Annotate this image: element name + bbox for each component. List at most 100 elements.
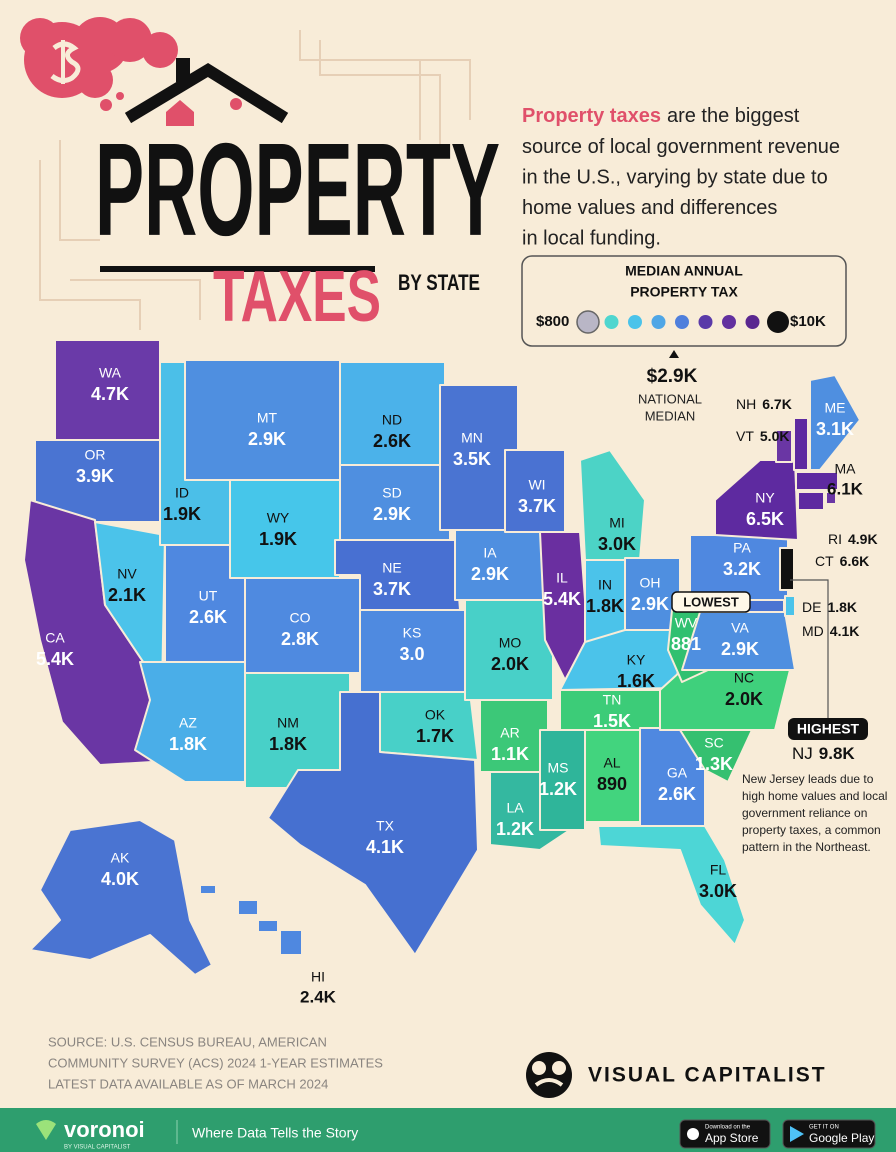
state-value: 1.8K <box>269 734 307 754</box>
state-shape <box>199 884 303 956</box>
state-abbr: IA <box>483 545 497 561</box>
state-abbr: FL <box>710 862 727 878</box>
state-shape <box>597 825 746 946</box>
state-value: 2.9K <box>471 564 509 584</box>
state-value: 4.9K <box>848 531 878 547</box>
state-value: 4.1K <box>830 623 860 639</box>
state-value: 2.6K <box>373 431 411 451</box>
state-shape <box>797 491 825 511</box>
intro: Property taxes are the biggest source of l… <box>522 105 840 249</box>
google-play-button[interactable] <box>782 1119 876 1149</box>
state-value: 881 <box>671 634 701 654</box>
state-label: DE 1.8K <box>802 599 857 615</box>
state-abbr: MS <box>548 760 569 776</box>
note-line: property taxes, a common <box>742 823 881 837</box>
state-abbr: WI <box>528 477 545 493</box>
state-label: VT 5.0K <box>736 428 789 444</box>
state-value: 6.1K <box>827 479 864 498</box>
state-value: 6.5K <box>746 509 784 529</box>
house-roof-icon <box>100 58 375 272</box>
state-abbr: SC <box>704 735 723 751</box>
lowest-badge <box>671 591 751 613</box>
state-abbr: TN <box>603 692 622 708</box>
state-labels: WA 4.7K OR 3.9K CA 5.4K NV 2.1K ID 1.9K MT 2.9K WY 1.… <box>36 365 878 1007</box>
highest-label: HIGHEST <box>797 721 860 737</box>
state-value: 3.7K <box>518 496 556 516</box>
state-shape <box>579 449 646 561</box>
state-value: 2.4K <box>300 987 337 1006</box>
app-store-small: Download on the <box>705 1125 751 1131</box>
note-line: high home values and local <box>742 789 887 803</box>
state-value: 2.9K <box>631 594 669 614</box>
state-abbr: NV <box>117 566 137 582</box>
legend-max-label: $10K <box>790 313 826 330</box>
voronoi-icon <box>36 1120 56 1140</box>
median-pointer <box>669 350 679 358</box>
state-shape <box>775 429 793 463</box>
footer-tagline: Where Data Tells the Story <box>192 1125 358 1141</box>
state-abbr: ND <box>382 412 402 428</box>
state-value: 2.0K <box>725 689 763 709</box>
state-value: 1.5K <box>593 711 631 731</box>
brand-logo-icon <box>526 1052 572 1098</box>
legend-title: PROPERTY TAX <box>630 284 738 300</box>
state-abbr: RI <box>828 531 842 547</box>
legend-swatch <box>722 315 736 329</box>
state-abbr: AL <box>603 755 620 771</box>
state-abbr: UT <box>199 588 218 604</box>
nj-note: New Jersey leads due to high home values … <box>742 772 887 854</box>
state-value: 3.9K <box>76 466 114 486</box>
state-abbr: MO <box>499 635 522 651</box>
source-line: COMMUNITY SURVEY (ACS) 2024 1-YEAR ESTIM… <box>48 1055 383 1070</box>
state-label: MD 4.1K <box>802 623 859 639</box>
state-value: 6.6K <box>840 553 870 569</box>
state-value: 4.0K <box>101 869 139 889</box>
intro-text: are the biggest <box>667 105 800 127</box>
state-shape <box>464 599 554 701</box>
intro-line: in local funding. <box>522 227 661 249</box>
intro-line: in the U.S., varying by state due to <box>522 166 828 188</box>
state-shape <box>714 459 799 541</box>
legend-box <box>521 255 847 347</box>
state-value: 1.9K <box>259 529 297 549</box>
state-abbr: ME <box>825 400 846 416</box>
note-line: pattern in the Northeast. <box>742 840 871 854</box>
state-value: 1.9K <box>163 504 201 524</box>
state-abbr: WY <box>267 510 290 526</box>
state-value: 2.6K <box>189 607 227 627</box>
state-abbr: CO <box>290 610 311 626</box>
highest-badge <box>788 718 868 740</box>
state-value: 9.8K <box>819 744 856 763</box>
legend-swatch <box>675 315 689 329</box>
state-shape <box>29 819 213 976</box>
state-abbr: IL <box>556 570 568 586</box>
state-value: 3.2K <box>723 559 761 579</box>
intro-line: source of local government revenue <box>522 136 840 158</box>
state-label: CT 6.6K <box>815 553 869 569</box>
state-value: 1.1K <box>491 744 529 764</box>
state-abbr: MD <box>802 623 824 639</box>
state-abbr: LA <box>506 800 524 816</box>
money-cloud-icon <box>20 17 178 111</box>
state-label: NH 6.7K <box>736 396 792 412</box>
legend-swatch <box>651 315 666 329</box>
state-value: 5.4K <box>36 649 74 669</box>
app-store-button[interactable] <box>679 1119 771 1149</box>
state-value: 2.1K <box>108 585 146 605</box>
state-value: 6.7K <box>762 396 792 412</box>
legend-swatch <box>576 310 600 334</box>
state-abbr: AR <box>500 725 519 741</box>
legend-swatch <box>767 311 789 333</box>
footer-logo: voronoi <box>64 1117 145 1142</box>
state-abbr: OH <box>640 575 661 591</box>
state-value: 4.7K <box>91 384 129 404</box>
legend-swatch <box>604 315 619 329</box>
subtitle: TAXES <box>213 257 381 337</box>
note-line: New Jersey leads due to <box>742 772 874 786</box>
note-line: government reliance on <box>742 806 867 820</box>
google-play-icon <box>790 1126 804 1142</box>
state-abbr: KY <box>627 652 646 668</box>
state-abbr: WA <box>99 365 122 381</box>
